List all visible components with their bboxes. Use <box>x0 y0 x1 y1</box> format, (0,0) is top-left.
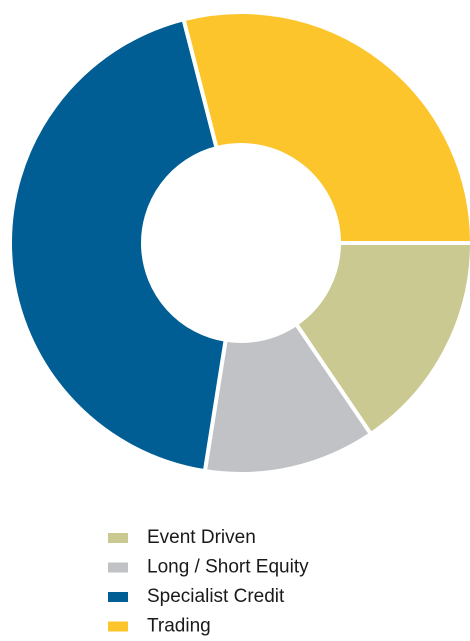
donut <box>8 10 470 476</box>
legend-label: Trading <box>147 616 211 637</box>
legend-swatch <box>108 562 128 573</box>
donut-slice <box>8 16 228 474</box>
legend-label: Event Driven <box>147 527 256 548</box>
legend-label: Specialist Credit <box>147 586 285 607</box>
donut-slice <box>202 321 374 476</box>
donut-slice <box>181 10 470 245</box>
legend: Event Driven Long / Short Equity Specialis… <box>108 527 309 637</box>
legend-swatch <box>108 533 128 543</box>
legend-swatch <box>108 592 128 602</box>
legend-label: Long / Short Equity <box>147 557 309 578</box>
legend-swatch <box>108 621 128 632</box>
